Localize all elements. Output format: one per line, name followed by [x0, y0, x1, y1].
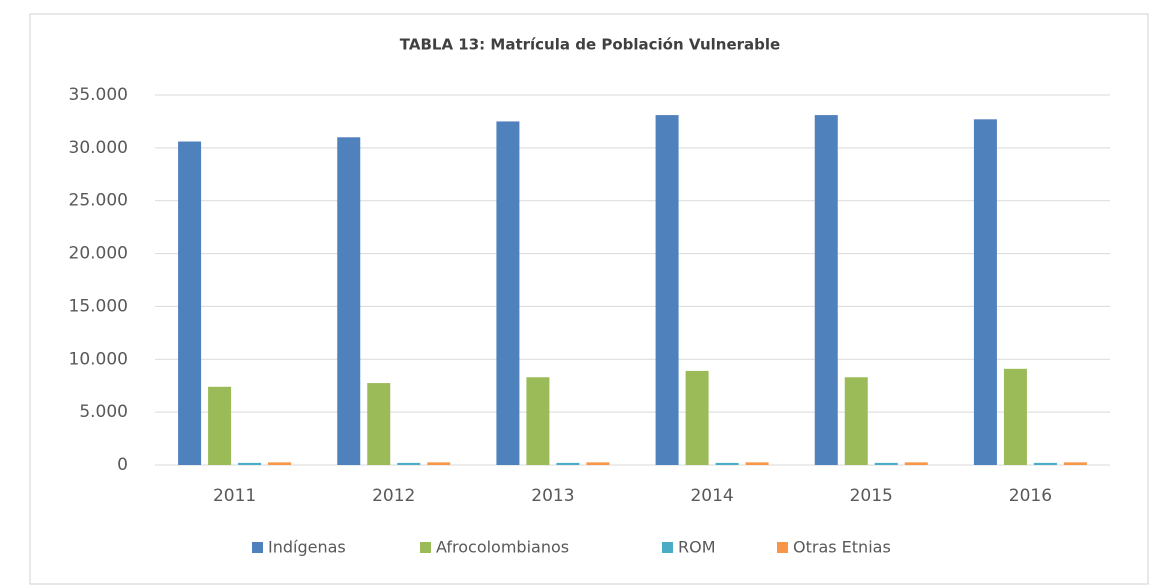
legend-swatch	[252, 542, 263, 553]
chart-frame	[29, 13, 1149, 585]
x-tick-label: 2014	[690, 486, 733, 506]
bar	[715, 462, 739, 465]
x-tick-label: 2011	[213, 486, 256, 506]
bar	[844, 377, 868, 465]
y-tick-label: 15.000	[69, 296, 128, 316]
bar	[427, 462, 451, 465]
y-tick-label: 30.000	[69, 138, 128, 158]
y-tick-label: 20.000	[69, 244, 128, 264]
legend-label: Indígenas	[268, 538, 346, 557]
bar	[586, 462, 610, 465]
bar	[745, 462, 769, 465]
bar	[367, 383, 391, 465]
bar	[904, 462, 928, 465]
y-tick-label: 25.000	[69, 191, 128, 211]
bar	[178, 141, 202, 465]
x-tick-label: 2016	[1009, 486, 1052, 506]
bar	[655, 115, 679, 465]
bar	[814, 115, 838, 465]
bar	[1003, 368, 1027, 465]
x-tick-label: 2012	[372, 486, 415, 506]
bar	[1063, 462, 1087, 465]
y-tick-label: 0	[117, 455, 128, 475]
bar	[685, 370, 709, 465]
bar	[526, 377, 550, 465]
legend-label: Afrocolombianos	[436, 538, 569, 557]
bar	[1033, 462, 1057, 465]
legend-label: Otras Etnias	[793, 538, 891, 557]
bar	[496, 121, 520, 465]
y-tick-label: 35.000	[69, 85, 128, 105]
chart-title: TABLA 13: Matrícula de Población Vulnera…	[400, 36, 780, 54]
bar	[268, 462, 292, 465]
bar	[556, 462, 580, 465]
bar	[973, 119, 997, 466]
bar	[208, 386, 232, 465]
legend-swatch	[662, 542, 673, 553]
bar	[397, 462, 421, 465]
legend-label: ROM	[678, 538, 716, 557]
bar	[874, 462, 898, 465]
legend-swatch	[777, 542, 788, 553]
bar	[337, 137, 361, 466]
y-tick-label: 10.000	[69, 349, 128, 369]
x-tick-label: 2015	[850, 486, 893, 506]
x-tick-label: 2013	[531, 486, 574, 506]
bar	[238, 462, 262, 465]
legend-swatch	[420, 542, 431, 553]
y-tick-label: 5.000	[79, 402, 128, 422]
